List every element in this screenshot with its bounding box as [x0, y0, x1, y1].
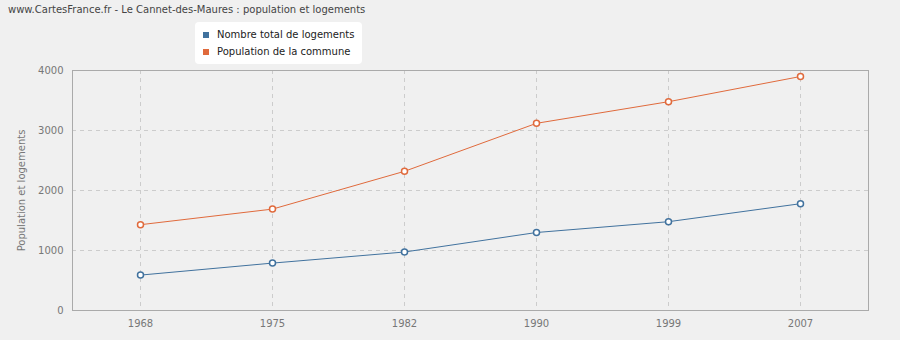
- svg-text:1968: 1968: [128, 318, 153, 329]
- svg-text:1990: 1990: [524, 318, 549, 329]
- svg-text:3000: 3000: [38, 125, 63, 136]
- html-text:www.CartesFrance.fr - Le Canne: www.CartesFrance.fr - Le Cannet-des-Maur…: [8, 4, 366, 15]
- svg-text:1975: 1975: [260, 318, 285, 329]
- html-text:Population de la commune: Population de la commune: [217, 46, 351, 57]
- svg-text:0: 0: [57, 305, 63, 316]
- svg-text:1999: 1999: [656, 318, 681, 329]
- svg-text:2007: 2007: [788, 318, 813, 329]
- svg-text:2000: 2000: [38, 185, 63, 196]
- html-text:Nombre total de logements: Nombre total de logements: [217, 29, 355, 40]
- svg-text:4000: 4000: [38, 65, 63, 76]
- svg-text:Population et logements: Population et logements: [16, 130, 27, 252]
- svg-text:1982: 1982: [392, 318, 417, 329]
- svg-text:1000: 1000: [38, 245, 63, 256]
